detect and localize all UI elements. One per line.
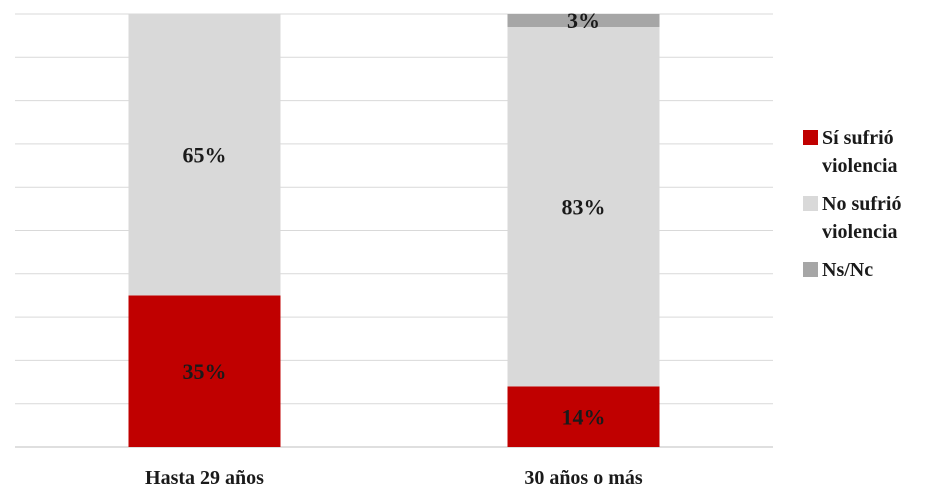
legend-label: No sufrió violencia: [822, 193, 902, 243]
category-labels: Hasta 29 años 30 años o más: [145, 467, 643, 489]
legend-item: Sí sufrió violencia: [803, 124, 928, 180]
bar-segment: [128, 295, 281, 447]
legend-label: Sí sufrió violencia: [822, 127, 898, 177]
data-label: 65%: [183, 143, 227, 168]
category-label: 30 años o más: [524, 467, 643, 489]
legend-swatch: [803, 262, 818, 277]
bar-segment: [128, 14, 281, 296]
data-label: 35%: [183, 359, 227, 384]
data-labels: 35% 65% 14% 83% 3%: [183, 8, 606, 430]
legend-label: Ns/Nc: [822, 259, 874, 281]
bar-segment: [507, 386, 660, 447]
bar-segment: [507, 14, 660, 27]
legend-swatch: [803, 130, 818, 145]
legend: Sí sufrió violencia No sufrió violencia Ns…: [803, 124, 928, 294]
data-label: 3%: [567, 8, 600, 33]
bar-segment: [507, 26, 660, 387]
category-label: Hasta 29 años: [145, 467, 264, 489]
data-label: 14%: [562, 405, 606, 430]
bars: [128, 14, 660, 447]
legend-swatch: [803, 196, 818, 211]
data-label: 83%: [562, 195, 606, 220]
legend-item: Ns/Nc: [803, 256, 928, 284]
legend-item: No sufrió violencia: [803, 190, 928, 246]
